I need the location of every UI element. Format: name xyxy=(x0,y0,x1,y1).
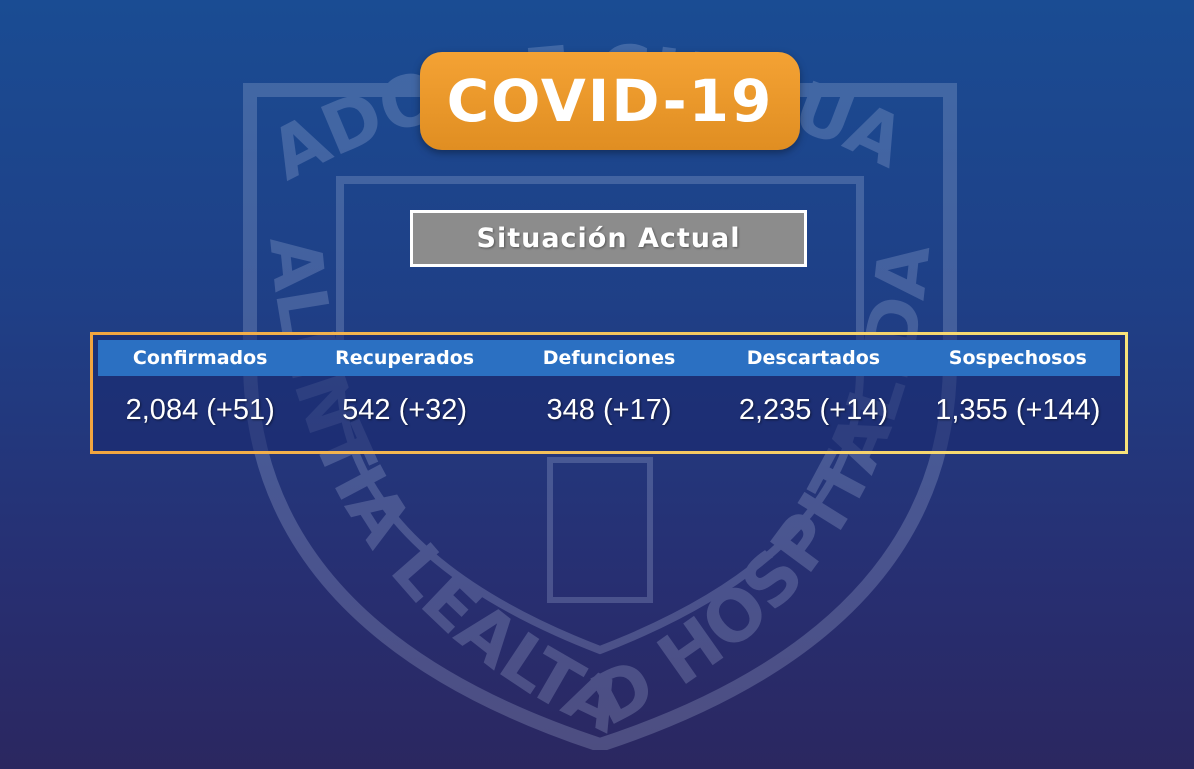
stats-value-row: 2,084 (+51) 542 (+32) 348 (+17) 2,235 (+… xyxy=(98,380,1120,440)
title: COVID-19 xyxy=(446,67,774,135)
subtitle-banner: Situación Actual xyxy=(410,210,807,267)
header-defunciones: Defunciones xyxy=(542,347,676,369)
header-descartados: Descartados xyxy=(746,347,881,369)
value-descartados: 2,235 (+14) xyxy=(738,393,888,426)
subtitle: Situación Actual xyxy=(476,223,741,254)
stats-table: Confirmados Recuperados Defunciones Desc… xyxy=(90,332,1128,454)
title-banner: COVID-19 xyxy=(420,52,800,150)
value-confirmados: 2,084 (+51) xyxy=(125,393,275,426)
value-sospechosos: 1,355 (+144) xyxy=(935,393,1101,426)
header-confirmados: Confirmados xyxy=(132,347,268,369)
header-sospechosos: Sospechosos xyxy=(948,347,1087,369)
header-recuperados: Recuperados xyxy=(335,347,475,369)
stats-header-row: Confirmados Recuperados Defunciones Desc… xyxy=(98,340,1120,376)
value-defunciones: 348 (+17) xyxy=(546,393,672,426)
value-recuperados: 542 (+32) xyxy=(342,393,468,426)
